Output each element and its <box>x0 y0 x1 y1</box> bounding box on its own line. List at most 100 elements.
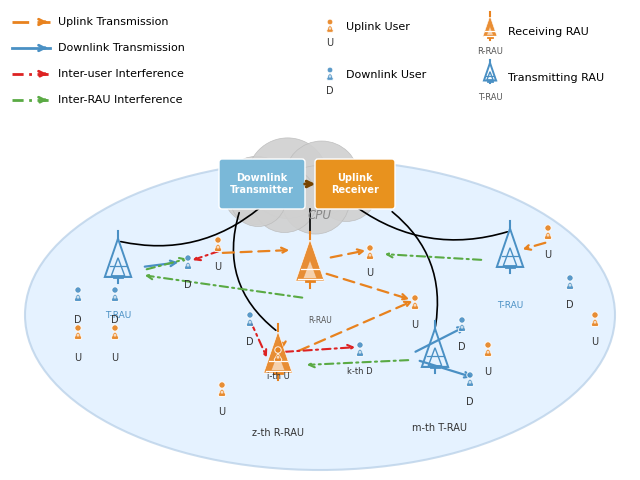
Text: T-RAU: T-RAU <box>105 311 131 320</box>
Polygon shape <box>274 353 282 361</box>
Ellipse shape <box>25 160 615 470</box>
Text: U: U <box>484 367 492 377</box>
Polygon shape <box>74 293 82 301</box>
Circle shape <box>358 350 362 354</box>
Circle shape <box>185 255 191 261</box>
Text: U: U <box>412 320 419 330</box>
Text: T-RAU: T-RAU <box>497 301 523 310</box>
Polygon shape <box>184 261 192 269</box>
Circle shape <box>593 321 596 324</box>
Polygon shape <box>74 331 82 339</box>
Circle shape <box>328 27 332 30</box>
Text: R-RAU: R-RAU <box>308 316 332 325</box>
Text: Downlink Transmission: Downlink Transmission <box>58 43 185 53</box>
Polygon shape <box>483 16 497 36</box>
Circle shape <box>546 233 550 237</box>
Text: Uplink Transmission: Uplink Transmission <box>58 17 168 27</box>
Text: Downlink
Transmitter: Downlink Transmitter <box>230 173 294 195</box>
Text: D: D <box>74 315 82 325</box>
Polygon shape <box>484 348 492 357</box>
Text: D: D <box>111 315 119 325</box>
Circle shape <box>468 380 472 384</box>
Text: D: D <box>184 280 192 290</box>
Circle shape <box>275 347 281 353</box>
Text: Uplink User: Uplink User <box>346 22 410 32</box>
Polygon shape <box>356 348 364 357</box>
Circle shape <box>247 138 328 218</box>
Circle shape <box>413 303 417 307</box>
FancyBboxPatch shape <box>315 159 395 209</box>
Polygon shape <box>111 293 119 301</box>
Polygon shape <box>111 331 119 339</box>
Text: D: D <box>246 337 254 347</box>
Text: U: U <box>591 337 598 347</box>
Text: Inter-user Interference: Inter-user Interference <box>58 69 184 79</box>
Text: D: D <box>466 397 474 407</box>
Text: z-th R-RAU: z-th R-RAU <box>252 428 304 438</box>
Text: U: U <box>214 262 221 272</box>
Circle shape <box>485 342 492 348</box>
Circle shape <box>592 312 598 318</box>
Polygon shape <box>326 73 333 80</box>
Circle shape <box>327 67 333 73</box>
Text: CPU: CPU <box>308 209 332 222</box>
Circle shape <box>327 19 333 25</box>
Text: U: U <box>74 353 81 363</box>
Circle shape <box>247 312 253 318</box>
Circle shape <box>186 264 190 267</box>
Text: Transmitting RAU: Transmitting RAU <box>508 73 604 83</box>
Text: Downlink User: Downlink User <box>346 70 426 80</box>
Circle shape <box>486 350 490 354</box>
Polygon shape <box>218 388 226 396</box>
Circle shape <box>459 317 465 323</box>
Text: D: D <box>458 342 466 352</box>
Circle shape <box>367 245 373 251</box>
Circle shape <box>460 325 464 329</box>
Circle shape <box>75 325 81 331</box>
Circle shape <box>112 287 118 293</box>
Polygon shape <box>246 318 254 326</box>
Circle shape <box>248 321 252 324</box>
Polygon shape <box>544 231 552 240</box>
Circle shape <box>220 390 224 394</box>
Circle shape <box>216 245 220 249</box>
Circle shape <box>113 295 117 299</box>
Polygon shape <box>458 323 466 332</box>
Polygon shape <box>264 331 292 373</box>
Circle shape <box>316 159 378 221</box>
Circle shape <box>112 325 118 331</box>
Circle shape <box>215 237 221 243</box>
Text: U: U <box>367 268 374 278</box>
Polygon shape <box>591 318 599 326</box>
Circle shape <box>328 75 332 78</box>
Circle shape <box>285 141 359 216</box>
Text: i-th U: i-th U <box>267 372 289 381</box>
Polygon shape <box>566 281 574 289</box>
Text: k-th D: k-th D <box>347 367 373 376</box>
Text: D: D <box>566 300 574 310</box>
Text: U: U <box>111 353 118 363</box>
Circle shape <box>357 342 364 348</box>
Polygon shape <box>486 26 493 35</box>
Circle shape <box>412 295 418 301</box>
Polygon shape <box>412 301 419 310</box>
Text: U: U <box>218 407 225 417</box>
Circle shape <box>76 334 80 337</box>
Polygon shape <box>271 352 285 371</box>
Circle shape <box>223 156 291 225</box>
Circle shape <box>568 283 572 287</box>
Text: Inter-RAU Interference: Inter-RAU Interference <box>58 95 182 105</box>
Text: U: U <box>326 38 333 48</box>
Circle shape <box>276 355 280 359</box>
Circle shape <box>368 253 372 257</box>
FancyBboxPatch shape <box>219 159 305 209</box>
Polygon shape <box>466 378 474 386</box>
Polygon shape <box>326 25 333 32</box>
Circle shape <box>230 171 286 227</box>
Text: D: D <box>326 86 334 96</box>
Circle shape <box>567 275 573 281</box>
Polygon shape <box>366 251 374 260</box>
Polygon shape <box>214 243 222 252</box>
Text: T-RAU: T-RAU <box>477 93 502 102</box>
Circle shape <box>252 168 317 232</box>
